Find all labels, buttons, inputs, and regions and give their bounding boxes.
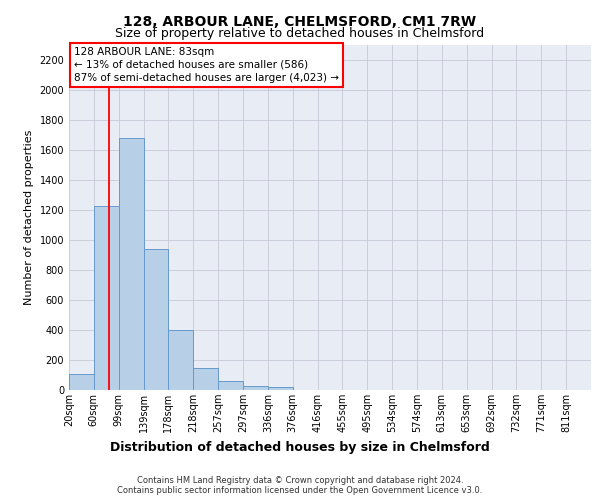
Bar xyxy=(143,249,169,390)
Bar xyxy=(218,381,243,390)
Text: Contains HM Land Registry data © Crown copyright and database right 2024.
Contai: Contains HM Land Registry data © Crown c… xyxy=(118,476,482,495)
Bar xyxy=(119,138,143,390)
Y-axis label: Number of detached properties: Number of detached properties xyxy=(24,130,34,305)
Bar xyxy=(243,386,268,390)
Text: Distribution of detached houses by size in Chelmsford: Distribution of detached houses by size … xyxy=(110,441,490,454)
Bar xyxy=(193,368,218,390)
Bar xyxy=(268,387,293,390)
Text: 128, ARBOUR LANE, CHELMSFORD, CM1 7RW: 128, ARBOUR LANE, CHELMSFORD, CM1 7RW xyxy=(124,15,476,29)
Bar xyxy=(94,206,119,390)
Bar xyxy=(169,330,193,390)
Bar xyxy=(69,374,94,390)
Text: 128 ARBOUR LANE: 83sqm
← 13% of detached houses are smaller (586)
87% of semi-de: 128 ARBOUR LANE: 83sqm ← 13% of detached… xyxy=(74,46,339,83)
Text: Size of property relative to detached houses in Chelmsford: Size of property relative to detached ho… xyxy=(115,28,485,40)
